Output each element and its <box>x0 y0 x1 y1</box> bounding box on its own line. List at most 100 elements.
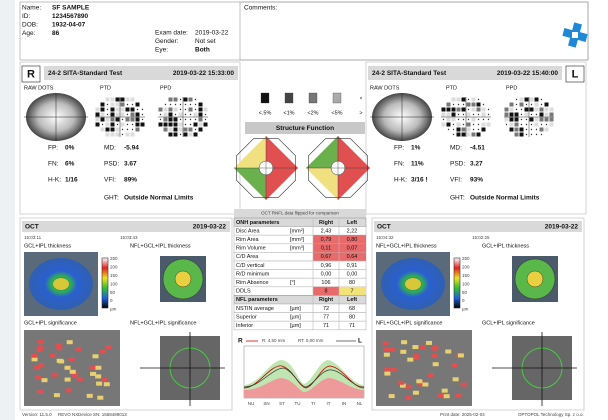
table-header-cell: Left <box>347 297 357 303</box>
sig-patch <box>53 393 60 398</box>
row-value: 0,00 <box>321 271 332 277</box>
vf-dot <box>141 113 144 116</box>
scale-label: 150 <box>462 273 470 278</box>
vf-point <box>130 132 135 137</box>
legend-label: <5% <box>331 110 342 116</box>
row-value: 0,11 <box>321 246 331 252</box>
graph-eye: R <box>238 338 243 345</box>
vf-point <box>471 107 476 112</box>
vf-point <box>461 127 466 132</box>
label: H-K: <box>394 177 407 184</box>
vf-dot <box>179 118 182 121</box>
label: 1% <box>411 145 421 152</box>
sector-label: SN <box>263 401 269 406</box>
table-header-cell: Left <box>347 220 357 226</box>
vf-dot <box>487 118 490 121</box>
plot-label: RAW DOTS <box>24 85 54 91</box>
sig-patch <box>412 390 419 395</box>
vf-dot <box>194 108 197 111</box>
sig-patch <box>37 340 44 345</box>
vf-point <box>173 97 178 102</box>
vf-point <box>514 132 519 137</box>
vf-dot <box>184 113 187 116</box>
sig-patch <box>95 365 102 370</box>
table-header-cell: NFL parameters <box>236 297 278 303</box>
vf-point <box>173 132 178 137</box>
map-label: GCL+IPL significance <box>24 320 77 326</box>
vf-point <box>168 132 173 137</box>
vf-point <box>476 102 481 107</box>
vf-dot <box>520 108 523 111</box>
vf-dot <box>106 113 109 116</box>
sig-patch <box>97 395 104 400</box>
vf-dot <box>530 113 533 116</box>
sig-patch <box>383 352 390 357</box>
vf-point <box>456 127 461 132</box>
row-value: 2,43 <box>321 228 332 234</box>
vf-point <box>193 132 198 137</box>
legend-icon <box>332 92 342 104</box>
graph-info: R: 4,50 mm <box>262 338 286 343</box>
vf-dot <box>462 123 465 126</box>
vf-dot <box>126 128 129 131</box>
vf-point <box>203 107 208 112</box>
table-header-cell: Right <box>319 220 333 226</box>
vf-point <box>163 127 168 132</box>
row-name: Rim Area <box>236 237 260 243</box>
sig-patch <box>437 393 444 398</box>
vf-point <box>110 102 115 107</box>
vf-point <box>120 112 125 117</box>
vf-point <box>110 97 115 102</box>
label: MD: <box>450 145 462 152</box>
vf-point <box>481 112 486 117</box>
sig-patch <box>405 384 412 389</box>
sector <box>306 168 338 200</box>
vf-point <box>110 107 115 112</box>
row-value: 0,07 <box>347 246 358 252</box>
vf-dot <box>540 133 543 136</box>
vf-point <box>198 102 203 107</box>
vf-dot <box>174 113 177 116</box>
scale-label: 250 <box>462 256 470 261</box>
vf-dot <box>530 123 533 126</box>
vf-point <box>100 112 105 117</box>
label: Outside Normal Limits <box>470 195 540 202</box>
row-unit: [µm] <box>290 323 301 329</box>
map-label: GCL+IPL thickness <box>482 243 529 249</box>
scan-time: 15:04:32 <box>376 235 394 240</box>
scale-label: 0 <box>462 298 465 303</box>
eye-box <box>565 65 585 83</box>
eye-label: R <box>27 68 35 80</box>
vf-point <box>100 117 105 122</box>
vf-dot <box>131 128 134 131</box>
row-value: 71 <box>323 323 329 329</box>
vf-point <box>163 112 168 117</box>
label: 3.27 <box>470 161 483 168</box>
label: SF SAMPLE <box>52 5 90 12</box>
sig-patch <box>101 377 108 382</box>
sector-map <box>174 270 192 288</box>
cell-flag <box>339 235 366 244</box>
row-unit: [mm³] <box>290 246 305 252</box>
vf-dot <box>106 103 109 106</box>
sig-patch <box>36 348 43 353</box>
vf-point <box>539 117 544 122</box>
borderline-band <box>244 378 364 398</box>
vf-dot <box>121 133 124 136</box>
vf-point <box>198 117 203 122</box>
sig-patch <box>427 373 434 378</box>
vf-point <box>203 122 208 127</box>
legend-icon <box>284 92 294 104</box>
vf-point <box>524 97 529 102</box>
label: Exam date: <box>155 30 188 37</box>
vf-point <box>168 107 173 112</box>
vf-point <box>115 117 120 122</box>
vf-point <box>198 112 203 117</box>
graph-info: RT: 0,00 mm <box>298 338 324 343</box>
row-name: Inferior <box>236 323 253 329</box>
sector <box>234 136 266 168</box>
legend-label: <2% <box>307 110 318 116</box>
vf-point <box>544 112 549 117</box>
octagon <box>236 138 296 198</box>
row-unit: [µm] <box>290 314 301 320</box>
